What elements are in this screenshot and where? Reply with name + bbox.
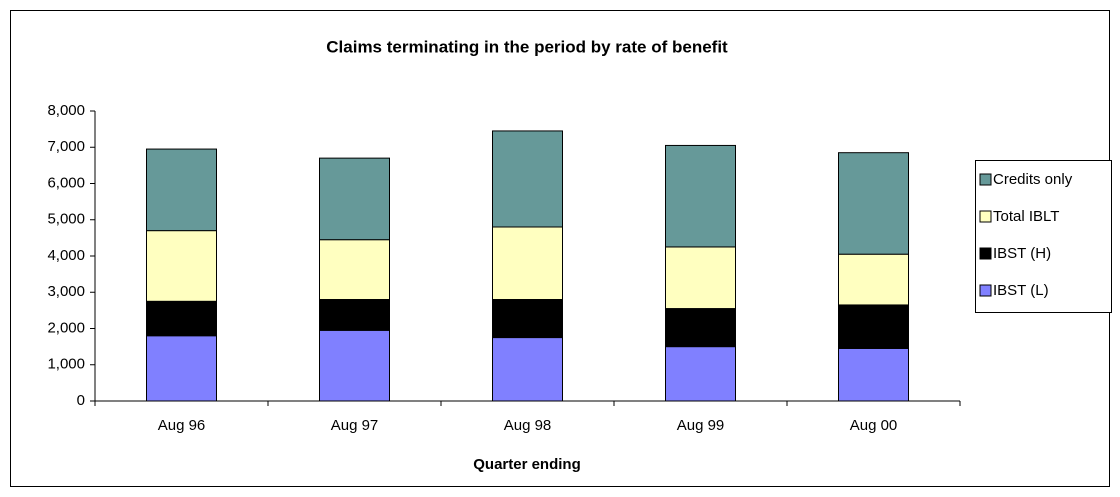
y-tick-label: 5,000	[47, 211, 85, 228]
bar-segment	[838, 152, 909, 255]
y-tick-label: 8,000	[47, 102, 85, 119]
bar-segment	[665, 144, 736, 248]
bar-segment	[665, 246, 736, 310]
bar-segment	[319, 239, 390, 300]
legend-swatch	[979, 210, 992, 223]
bar-segment	[146, 230, 217, 302]
y-tick-label: 3,000	[47, 283, 85, 300]
chart-title: Claims terminating in the period by rate…	[326, 37, 728, 56]
bar-segment	[492, 130, 563, 228]
bar-segment	[146, 335, 217, 402]
legend-swatch	[979, 173, 992, 186]
y-tick-label: 2,000	[47, 319, 85, 336]
x-tick-label: Aug 96	[158, 417, 206, 434]
bar-segment	[665, 308, 736, 348]
x-tick-label: Aug 97	[331, 417, 379, 434]
x-tick-label: Aug 00	[850, 417, 898, 434]
x-axis-title: Quarter ending	[473, 456, 581, 473]
bar-segment	[492, 337, 563, 402]
bar-segment	[319, 157, 390, 241]
y-tick-label: 0	[77, 392, 85, 409]
legend-label: Credits only	[993, 171, 1073, 188]
bar-segment	[838, 347, 909, 402]
legend-label: Total IBLT	[993, 208, 1059, 225]
y-tick-label: 1,000	[47, 356, 85, 373]
x-tick-label: Aug 99	[677, 417, 725, 434]
y-tick-label: 4,000	[47, 247, 85, 264]
bar-segment	[319, 329, 390, 402]
bar-segment	[146, 300, 217, 337]
bar-segment	[319, 299, 390, 331]
y-tick-label: 7,000	[47, 138, 85, 155]
bar-segment	[492, 226, 563, 300]
bar-segment	[146, 148, 217, 232]
bar-segment	[838, 304, 909, 349]
bar-segment	[838, 253, 909, 306]
x-tick-label: Aug 98	[504, 417, 552, 434]
legend-swatch	[979, 247, 992, 260]
bar-segment	[665, 346, 736, 402]
legend-box	[975, 160, 1112, 313]
legend-label: IBST (H)	[993, 245, 1051, 262]
y-tick-label: 6,000	[47, 174, 85, 191]
legend-swatch	[979, 284, 992, 297]
bar-segment	[492, 299, 563, 339]
legend-label: IBST (L)	[993, 282, 1049, 299]
